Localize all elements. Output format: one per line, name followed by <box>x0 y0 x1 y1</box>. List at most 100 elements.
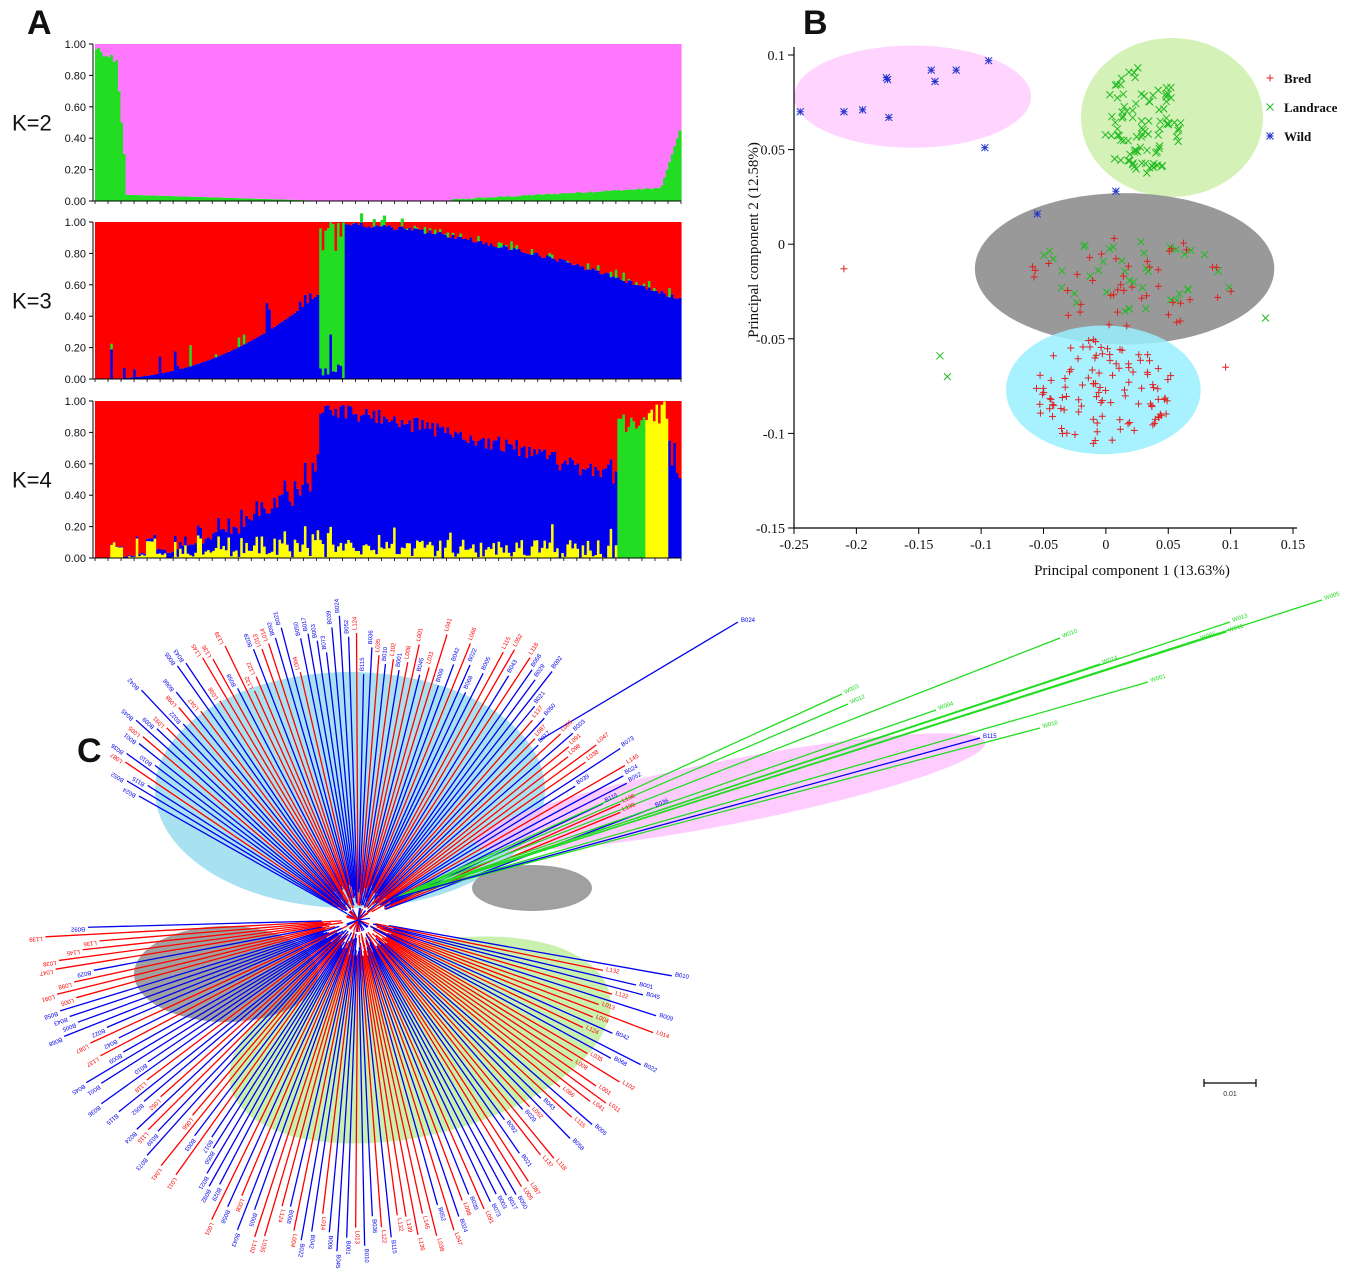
scatter-point <box>1061 383 1069 391</box>
tree-branch <box>325 652 356 891</box>
admixture-bar-segment <box>255 337 259 379</box>
x-tick-label: 0 <box>1102 538 1109 553</box>
scatter-point <box>1149 421 1157 429</box>
tree-branch <box>175 933 349 1176</box>
admixture-bar-segment <box>459 401 463 432</box>
admixture-bar-segment <box>622 222 626 273</box>
admixture-bar-segment <box>357 421 361 551</box>
admixture-bar-segment <box>413 44 417 201</box>
admixture-bar-segment <box>166 222 170 373</box>
admixture-bar-segment <box>382 215 387 225</box>
scatter-point <box>1098 412 1106 420</box>
scatter-point <box>1175 289 1184 298</box>
admixture-bar-segment <box>492 543 496 558</box>
admixture-bar-segment <box>510 44 514 197</box>
admixture-bar-segment <box>316 530 320 558</box>
scatter-point <box>1045 247 1054 255</box>
scatter-point <box>1088 366 1096 374</box>
admixture-bar-segment <box>497 436 501 542</box>
admixture-bar-segment <box>535 454 539 541</box>
admixture-bar-segment <box>556 194 560 201</box>
admixture-bar-segment <box>230 197 234 201</box>
admixture-bar-segment <box>540 451 545 548</box>
admixture-bar-segment <box>194 196 198 201</box>
admixture-bar-segment <box>148 401 152 539</box>
admixture-bar-segment <box>533 540 537 558</box>
admixture-bar-segment <box>110 54 114 201</box>
admixture-bar-segment <box>459 233 463 237</box>
scatter-point <box>1110 291 1118 299</box>
scatter-point <box>1155 142 1164 150</box>
scatter-point <box>1176 317 1184 325</box>
admixture-bar-segment <box>497 196 501 201</box>
x-tick-label: -0.25 <box>779 538 808 553</box>
admixture-bar-segment <box>138 401 142 555</box>
admixture-bar-segment <box>321 412 325 545</box>
scatter-point <box>1169 298 1177 306</box>
admixture-bar-segment <box>642 417 646 558</box>
admixture-bar-segment <box>385 222 389 227</box>
admixture-bar-segment <box>612 276 616 379</box>
admixture-bar-segment <box>301 44 305 201</box>
tree-branch <box>355 954 359 1228</box>
admixture-bar-segment <box>596 470 601 541</box>
admixture-bar-segment <box>349 225 353 379</box>
scatter-point <box>1180 250 1189 258</box>
admixture-bar-segment <box>324 230 328 369</box>
admixture-bar-segment <box>438 44 443 201</box>
y-tick-label: 1.00 <box>65 217 86 229</box>
admixture-bar-segment <box>675 473 680 558</box>
scatter-point <box>1145 357 1153 365</box>
admixture-bar-segment <box>357 44 361 201</box>
leaf-label-wild: W001 <box>1150 674 1167 684</box>
scatter-point <box>1057 283 1066 292</box>
tree-branch <box>126 780 338 909</box>
admixture-bar-segment <box>176 549 180 557</box>
admixture-bar-segment <box>268 44 272 200</box>
admixture-bar-segment <box>293 539 297 558</box>
admixture-bar-segment <box>609 44 613 191</box>
admixture-bar-segment <box>163 372 167 379</box>
admixture-bar-segment <box>602 469 606 558</box>
admixture-bar-segment <box>528 446 532 556</box>
leaf-label: B029 <box>210 1186 222 1202</box>
tree-inner-branch <box>355 919 359 932</box>
admixture-bar-segment <box>438 228 443 232</box>
admixture-bar-segment <box>456 433 460 554</box>
admixture-bar-segment <box>530 456 534 547</box>
tree-branch <box>394 737 981 899</box>
admixture-bar-segment <box>186 44 190 197</box>
tree-branch <box>380 761 587 905</box>
admixture-bar-segment <box>283 44 287 200</box>
admixture-bar-segment <box>135 44 139 196</box>
leaf-label: L145 <box>191 642 203 657</box>
scatter-point <box>1128 160 1137 169</box>
admixture-bar-segment <box>466 239 471 379</box>
leaf-label: B009 <box>436 667 446 683</box>
admixture-bar-segment <box>617 222 621 278</box>
scatter-point <box>943 372 952 381</box>
admixture-bar-segment <box>591 401 595 476</box>
tree-branch <box>73 925 330 983</box>
admixture-bar-segment <box>558 193 562 201</box>
admixture-bar-segment <box>479 44 483 198</box>
admixture-bar-segment <box>240 538 244 558</box>
leaf-label: L091 <box>483 1210 494 1225</box>
admixture-bar-segment <box>405 229 409 379</box>
admixture-bar-segment <box>482 243 486 379</box>
admixture-bar-segment <box>474 242 478 379</box>
admixture-bar-segment <box>202 362 206 379</box>
leaf-label: B043 <box>229 1232 240 1248</box>
admixture-bar-segment <box>584 222 588 271</box>
scatter-point <box>796 107 805 116</box>
leaf-label: B092 <box>199 1188 211 1204</box>
admixture-bar-segment <box>602 222 606 275</box>
admixture-bar-segment <box>479 240 483 379</box>
scatter-point <box>1132 132 1141 141</box>
admixture-bar-segment <box>510 401 514 445</box>
tree-branch <box>368 936 530 1182</box>
admixture-bar-segment <box>472 401 476 441</box>
admixture-bar-segment <box>222 546 226 558</box>
scatter-point <box>1090 380 1098 388</box>
admixture-bar-segment <box>224 222 229 353</box>
